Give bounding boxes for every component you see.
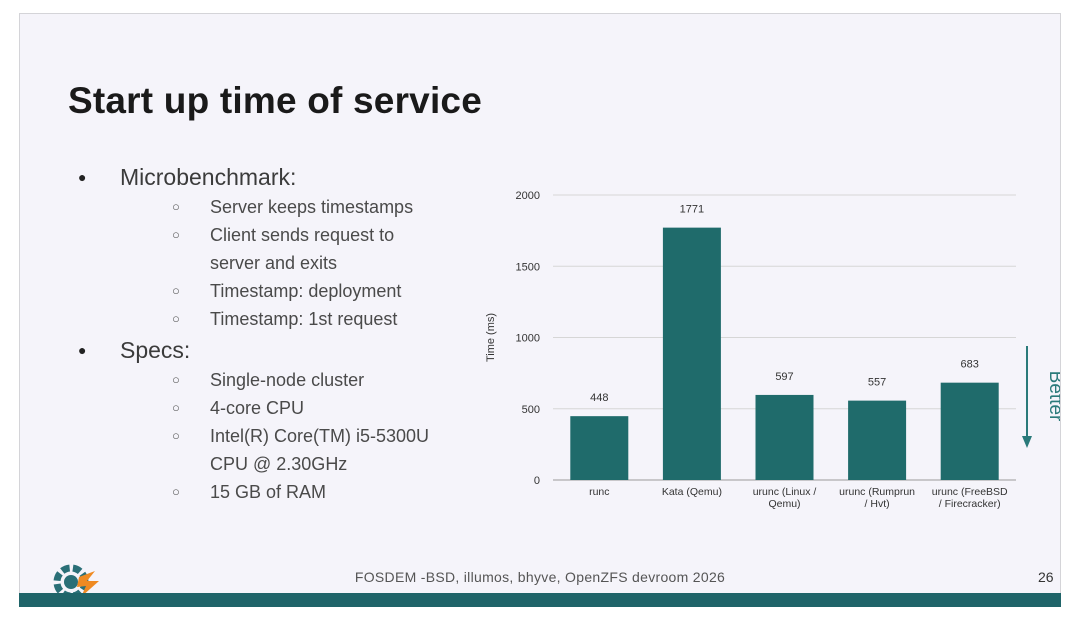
data-label: 683 xyxy=(961,359,979,371)
y-tick-label: 500 xyxy=(522,404,540,416)
bullet-text: Specs: xyxy=(120,337,191,363)
x-tick-label: urunc (Rumprun xyxy=(839,486,915,498)
x-tick-label: urunc (FreeBSD xyxy=(932,486,1008,498)
fosdem-gear-logo-icon xyxy=(53,564,99,600)
sub-bullet: 4-core CPU xyxy=(172,394,446,422)
data-label: 448 xyxy=(590,392,608,404)
arrow-head-icon xyxy=(1022,436,1032,448)
sub-bullet: Client sends request to server and exits xyxy=(172,221,446,277)
y-tick-label: 0 xyxy=(534,475,540,487)
sub-bullet: Intel(R) Core(TM) i5-5300U CPU @ 2.30GHz xyxy=(172,422,446,478)
x-tick-label: runc xyxy=(589,486,609,498)
data-label: 1771 xyxy=(680,204,704,216)
bullet-text: Microbenchmark: xyxy=(120,164,297,190)
sub-bullet: 15 GB of RAM xyxy=(172,478,446,506)
x-tick-label: Kata (Qemu) xyxy=(662,486,722,498)
x-tick-label: / Firecracker) xyxy=(939,498,1001,510)
sub-bullet: Timestamp: deployment xyxy=(172,277,446,305)
better-indicator: Better xyxy=(1022,346,1061,448)
bullet-list: Microbenchmark: Server keeps timestamps … xyxy=(78,162,446,506)
footer-text: FOSDEM -BSD, illumos, bhyve, OpenZFS dev… xyxy=(354,569,726,585)
data-label: 597 xyxy=(775,371,793,383)
y-tick-label: 2000 xyxy=(516,190,540,202)
y-tick-label: 1500 xyxy=(516,261,540,273)
bar xyxy=(662,227,721,480)
page-number: 26 xyxy=(1038,569,1054,585)
bar xyxy=(848,400,907,480)
sub-bullet: Server keeps timestamps xyxy=(172,193,446,221)
y-axis-label: Time (ms) xyxy=(485,313,497,362)
bar-chart: 0 500 1000 1500 2000 Time (ms) 448 runc 1771 Kata… xyxy=(485,190,1016,510)
sub-bullet: Single-node cluster xyxy=(172,366,446,394)
sub-bullet-list: Server keeps timestamps Client sends req… xyxy=(120,193,446,333)
bar xyxy=(755,394,814,480)
sub-bullet-list: Single-node cluster 4-core CPU Intel(R) … xyxy=(120,366,446,506)
bullet-microbenchmark: Microbenchmark: Server keeps timestamps … xyxy=(78,162,446,333)
bullet-specs: Specs: Single-node cluster 4-core CPU In… xyxy=(78,335,446,506)
x-tick-label: / Hvt) xyxy=(865,498,890,510)
y-tick-label: 1000 xyxy=(516,333,540,345)
slide: Start up time of service Microbenchmark:… xyxy=(19,13,1061,607)
bar xyxy=(570,416,629,480)
data-label: 557 xyxy=(868,377,886,389)
x-tick-label: urunc (Linux / xyxy=(753,486,817,498)
slide-title: Start up time of service xyxy=(68,80,482,121)
bar xyxy=(940,382,999,480)
sub-bullet: Timestamp: 1st request xyxy=(172,305,446,333)
x-tick-label: Qemu) xyxy=(768,498,800,510)
footer-bar xyxy=(19,593,1061,607)
better-label: Better xyxy=(1045,371,1061,422)
